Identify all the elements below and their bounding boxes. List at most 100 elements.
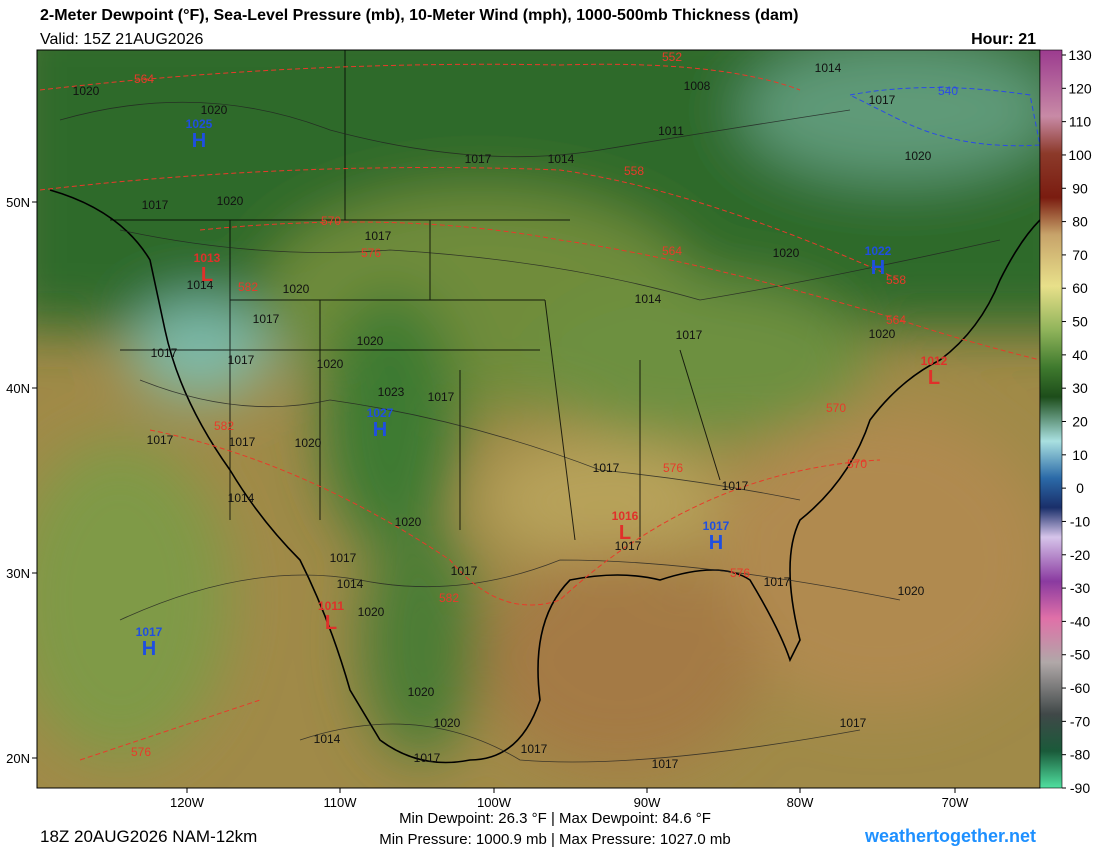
- isobar-label: 1017: [676, 328, 703, 342]
- colorbar-tick-label: 20: [1072, 414, 1088, 430]
- isobar-label: 1014: [815, 61, 842, 75]
- pressure-center-value: 1025: [186, 117, 213, 131]
- map-labels: 1020 1020 1008 1014 1017 1011 1017 1014 1020 1017…: [73, 50, 959, 771]
- longitude-label: 80W: [787, 795, 814, 810]
- isobar-label: 1017: [147, 433, 174, 447]
- latitude-label: 40N: [6, 381, 30, 396]
- isobar-label: 1017: [652, 757, 679, 771]
- colorbar-tick-label: 80: [1072, 214, 1088, 230]
- map-area: 1020 1020 1008 1014 1017 1011 1017 1014 1020 1017…: [37, 50, 1040, 788]
- isobar-label: 1020: [773, 246, 800, 260]
- colorbar-tick-label: 70: [1072, 247, 1088, 263]
- isobar-label: 1020: [357, 334, 384, 348]
- isobars: [59, 101, 1001, 763]
- pressure-center-value: 1027: [367, 406, 394, 420]
- pressure-center-value: 1016: [612, 509, 639, 523]
- isobar-label: 1008: [684, 79, 711, 93]
- isobar-label: 1014: [337, 577, 364, 591]
- thickness-label: 576: [131, 745, 151, 759]
- pressure-center-value: 1013: [194, 251, 221, 265]
- thickness-label: 570: [321, 214, 341, 228]
- colorbar-tick-label: -70: [1070, 713, 1090, 729]
- longitude-label: 70W: [942, 795, 969, 810]
- pressure-center-letter: H: [709, 532, 723, 554]
- isobar-label: 1014: [187, 278, 214, 292]
- latitude-label: 20N: [6, 751, 30, 766]
- isobar-label: 1017: [521, 742, 548, 756]
- isobar-label: 1017: [229, 435, 256, 449]
- colorbar-tick-label: 120: [1068, 80, 1092, 96]
- thickness-label: 564: [134, 72, 154, 86]
- isobar-label: 1020: [317, 357, 344, 371]
- colorbar-tick-label: 90: [1072, 180, 1088, 196]
- isobar-label: 1020: [905, 149, 932, 163]
- colorbar-tick-label: -30: [1070, 580, 1090, 596]
- isobar-label: 1017: [465, 152, 492, 166]
- colorbar: [1039, 49, 1063, 789]
- thickness-label: 576: [361, 246, 381, 260]
- isobar-label: 1020: [73, 84, 100, 98]
- colorbar-tick-label: -60: [1070, 680, 1090, 696]
- colorbar-tick-label: 10: [1072, 447, 1088, 463]
- colorbar-tick-label: -40: [1070, 613, 1090, 629]
- latitude-label: 50N: [6, 195, 30, 210]
- colorbar-tick-label: 50: [1072, 314, 1088, 330]
- isobar-label: 1020: [283, 282, 310, 296]
- colorbar-tick-label: 130: [1068, 47, 1092, 63]
- colorbar-tick-label: -50: [1070, 647, 1090, 663]
- latitude-label: 30N: [6, 566, 30, 581]
- isobar-label: 1020: [358, 605, 385, 619]
- valid-time: Valid: 15Z 21AUG2026: [40, 31, 203, 48]
- isobar-label: 1023: [378, 385, 405, 399]
- isobar-label: 1017: [451, 564, 478, 578]
- isobar-label: 1017: [615, 539, 642, 553]
- thickness-label: 576: [663, 461, 683, 475]
- isobar-label: 1020: [201, 103, 228, 117]
- colorbar-tick-label: 100: [1068, 147, 1092, 163]
- isobar-label: 1020: [395, 515, 422, 529]
- isobar-label: 1014: [635, 292, 662, 306]
- longitude-label: 90W: [634, 795, 661, 810]
- isobar-label: 1017: [764, 575, 791, 589]
- thickness-label: 582: [238, 280, 258, 294]
- pressure-center-letter: L: [928, 367, 940, 389]
- thickness-label: 564: [662, 244, 682, 258]
- pressure-center-letter: L: [325, 612, 337, 634]
- pressure-center-value: 1017: [136, 625, 163, 639]
- pressure-center-letter: H: [142, 638, 156, 660]
- isobar-label: 1017: [722, 479, 749, 493]
- isobar-label: 1017: [228, 353, 255, 367]
- colorbar-tick-label: -80: [1070, 747, 1090, 763]
- thickness-label: 582: [214, 419, 234, 433]
- isobar-label: 1014: [314, 732, 341, 746]
- pressure-range: Min Pressure: 1000.9 mb | Max Pressure: …: [379, 831, 731, 848]
- pressure-center-letter: L: [201, 264, 213, 286]
- colorbar-tick-label: 60: [1072, 280, 1088, 296]
- pressure-center-value: 1012: [921, 354, 948, 368]
- isobar-label: 1017: [428, 390, 455, 404]
- longitude-label: 110W: [324, 795, 358, 810]
- isobar-label: 1020: [869, 327, 896, 341]
- isobar-label: 1017: [142, 198, 169, 212]
- isobar-label: 1017: [593, 461, 620, 475]
- colorbar-tick-label: 40: [1072, 347, 1088, 363]
- dewpoint-range: Min Dewpoint: 26.3 °F | Max Dewpoint: 84…: [399, 810, 711, 827]
- isobar-label: 1011: [658, 124, 684, 138]
- pressure-center-letter: H: [871, 257, 885, 279]
- model-run: 18Z 20AUG2026 NAM-12km: [40, 827, 257, 846]
- isobar-label: 1017: [414, 751, 441, 765]
- thickness-label: 582: [439, 591, 459, 605]
- isobar-label: 1017: [253, 312, 280, 326]
- colorbar-tick-label: -20: [1070, 547, 1090, 563]
- thickness-label: 570: [847, 457, 867, 471]
- isobar-label: 1017: [365, 229, 392, 243]
- isobar-label: 1014: [548, 152, 575, 166]
- cold-thickness-line: [848, 87, 1040, 147]
- pressure-center-value: 1022: [865, 244, 892, 258]
- isobar-label: 1020: [408, 685, 435, 699]
- thickness-label: 552: [662, 50, 682, 64]
- colorbar-tick-label: 30: [1072, 380, 1088, 396]
- coastline: [49, 189, 1040, 764]
- pressure-center-letter: H: [192, 130, 206, 152]
